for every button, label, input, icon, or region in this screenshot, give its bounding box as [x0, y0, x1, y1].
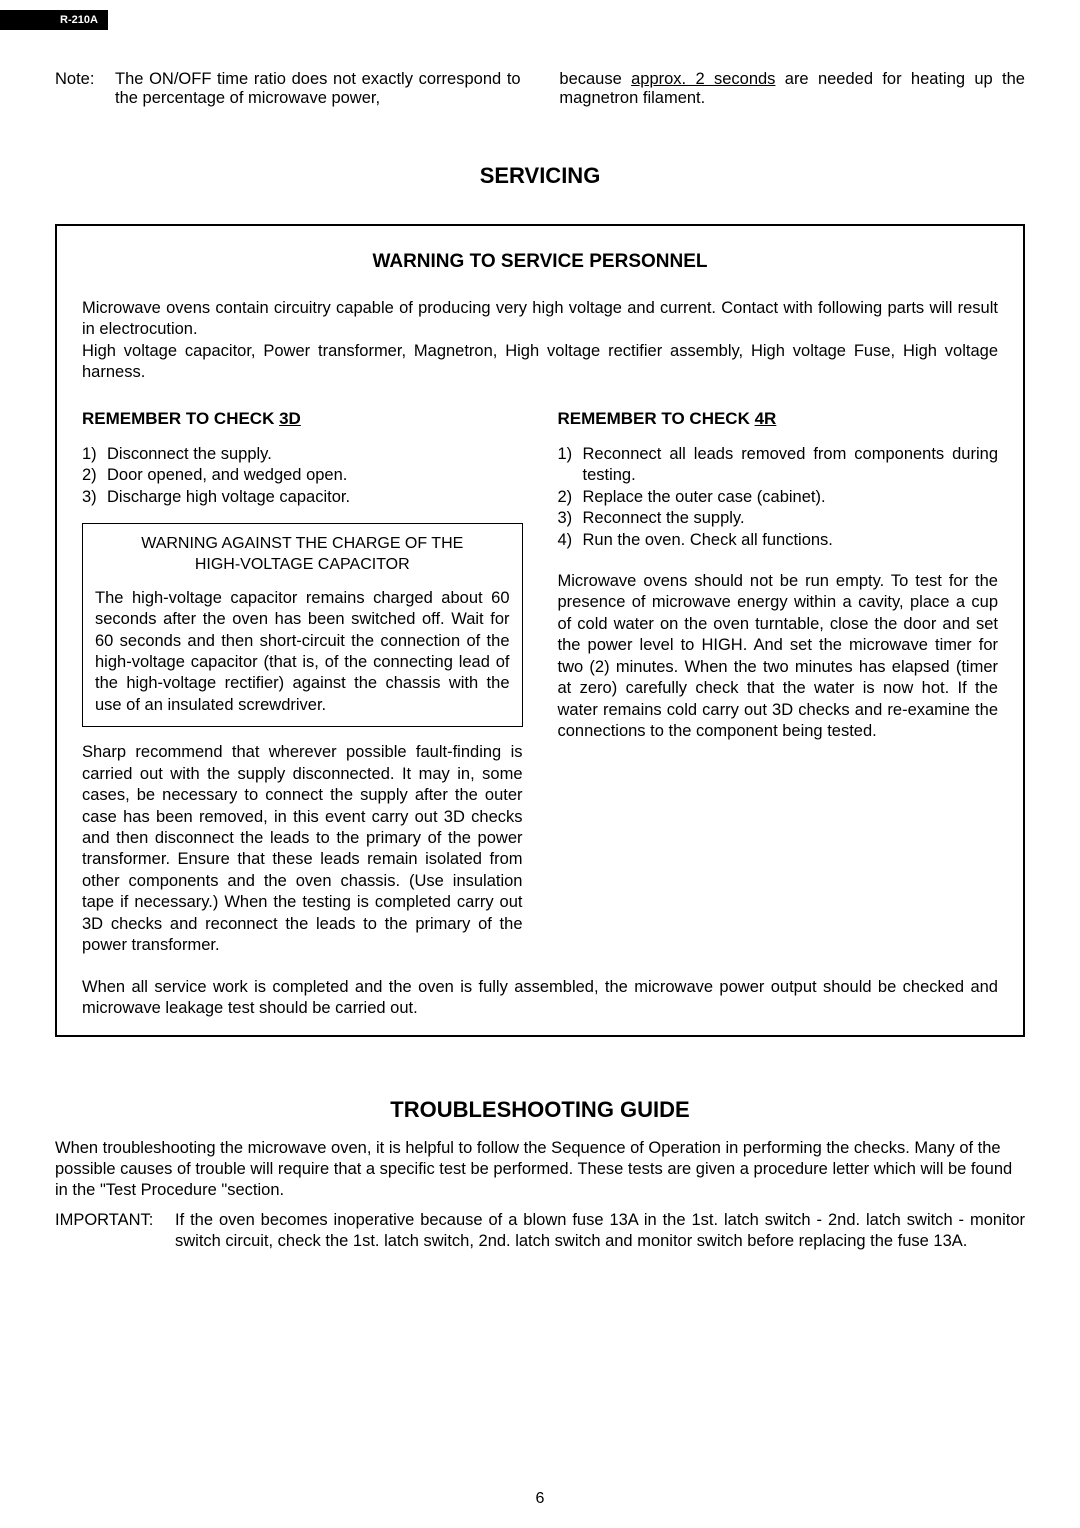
capacitor-warning-title: WARNING AGAINST THE CHARGE OF THE HIGH-V… — [95, 534, 510, 576]
item-number: 4) — [558, 530, 583, 551]
item-number: 1) — [82, 444, 107, 465]
left-column: REMEMBER TO CHECK 3D 1)Disconnect the su… — [82, 409, 523, 957]
list-item: 3)Reconnect the supply. — [558, 508, 999, 529]
capacitor-warning-box: WARNING AGAINST THE CHARGE OF THE HIGH-V… — [82, 523, 523, 727]
troubleshooting-intro: When troubleshooting the microwave oven,… — [55, 1138, 1025, 1202]
item-text: Reconnect all leads removed from compone… — [583, 444, 999, 487]
servicing-title: SERVICING — [55, 163, 1025, 189]
important-row: IMPORTANT: If the oven becomes inoperati… — [55, 1210, 1025, 1253]
list-item: 2)Door opened, and wedged open. — [82, 465, 523, 486]
item-number: 1) — [558, 444, 583, 487]
important-text: If the oven becomes inoperative because … — [175, 1210, 1025, 1253]
note-row: Note: The ON/OFF time ratio does not exa… — [55, 70, 1025, 108]
page-number: 6 — [0, 1490, 1080, 1508]
warning-title: WARNING TO SERVICE PERSONNEL — [82, 251, 998, 273]
two-column-section: REMEMBER TO CHECK 3D 1)Disconnect the su… — [82, 409, 998, 957]
capacitor-title-l2: HIGH-VOLTAGE CAPACITOR — [95, 555, 510, 576]
item-number: 2) — [558, 487, 583, 508]
servicing-box: WARNING TO SERVICE PERSONNEL Microwave o… — [55, 224, 1025, 1037]
list-item: 2)Replace the outer case (cabinet). — [558, 487, 999, 508]
closing-paragraph: When all service work is completed and t… — [82, 977, 998, 1020]
check-3d-prefix: REMEMBER TO CHECK — [82, 409, 279, 428]
item-text: Run the oven. Check all functions. — [583, 530, 833, 551]
note-left-text: The ON/OFF time ratio does not exactly c… — [115, 70, 521, 108]
capacitor-title-l1: WARNING AGAINST THE CHARGE OF THE — [95, 534, 510, 555]
warning-intro-p2: High voltage capacitor, Power transforme… — [82, 341, 998, 384]
capacitor-warning-body: The high-voltage capacitor remains charg… — [95, 588, 510, 717]
item-number: 2) — [82, 465, 107, 486]
note-right-prefix: because — [559, 70, 631, 88]
note-right-underlined: approx. 2 seconds — [631, 70, 775, 88]
check-4r-list: 1)Reconnect all leads removed from compo… — [558, 444, 999, 551]
item-text: Replace the outer case (cabinet). — [583, 487, 826, 508]
page-container: R-210A Note: The ON/OFF time ratio does … — [0, 0, 1080, 1528]
check-3d-heading: REMEMBER TO CHECK 3D — [82, 409, 523, 429]
list-item: 1)Reconnect all leads removed from compo… — [558, 444, 999, 487]
note-label: Note: — [55, 70, 115, 108]
sharp-recommendation-para: Sharp recommend that wherever possible f… — [82, 742, 523, 956]
note-left-column: Note: The ON/OFF time ratio does not exa… — [55, 70, 521, 108]
check-4r-underlined: 4R — [755, 409, 777, 428]
check-4r-prefix: REMEMBER TO CHECK — [558, 409, 755, 428]
warning-intro: Microwave ovens contain circuitry capabl… — [82, 298, 998, 384]
list-item: 1)Disconnect the supply. — [82, 444, 523, 465]
item-text: Discharge high voltage capacitor. — [107, 487, 350, 508]
microwave-test-para: Microwave ovens should not be run empty.… — [558, 571, 999, 743]
troubleshooting-title: TROUBLESHOOTING GUIDE — [55, 1097, 1025, 1123]
check-3d-list: 1)Disconnect the supply. 2)Door opened, … — [82, 444, 523, 508]
item-number: 3) — [558, 508, 583, 529]
check-3d-underlined: 3D — [279, 409, 301, 428]
warning-intro-p1: Microwave ovens contain circuitry capabl… — [82, 298, 998, 341]
model-number-tab: R-210A — [0, 10, 108, 30]
right-column: REMEMBER TO CHECK 4R 1)Reconnect all lea… — [558, 409, 999, 957]
item-number: 3) — [82, 487, 107, 508]
check-4r-heading: REMEMBER TO CHECK 4R — [558, 409, 999, 429]
important-label: IMPORTANT: — [55, 1210, 175, 1253]
item-text: Disconnect the supply. — [107, 444, 272, 465]
list-item: 3)Discharge high voltage capacitor. — [82, 487, 523, 508]
item-text: Reconnect the supply. — [583, 508, 745, 529]
item-text: Door opened, and wedged open. — [107, 465, 347, 486]
list-item: 4)Run the oven. Check all functions. — [558, 530, 999, 551]
note-right-column: because approx. 2 seconds are needed for… — [559, 70, 1025, 108]
